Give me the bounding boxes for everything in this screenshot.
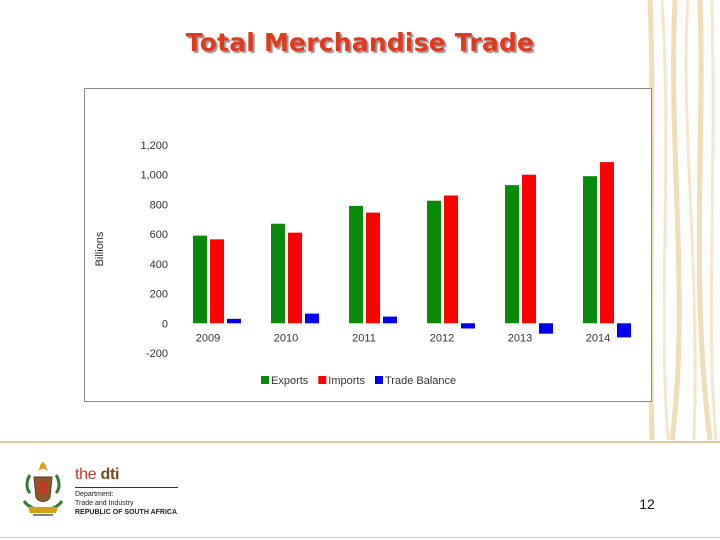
bar-chart: -200 0 200 400 600 800 1,000 1,200 Billions 2009 2…	[94, 140, 631, 387]
y-tick-label: 200	[150, 289, 168, 301]
legend-swatch	[318, 376, 327, 384]
y-tick-label: -200	[146, 348, 168, 360]
bottom-divider	[0, 537, 720, 538]
legend-label: Trade Balance	[385, 375, 456, 387]
x-tick-label: 2014	[586, 332, 610, 344]
bar-trade-balance	[617, 323, 631, 338]
logo-name: dti	[100, 466, 120, 483]
legend-label: Imports	[328, 375, 365, 387]
bar-exports	[427, 200, 441, 324]
slide-title: Total Merchandise Trade	[185, 28, 535, 57]
y-tick-label: 600	[150, 229, 168, 241]
bar-imports	[366, 212, 380, 324]
footer-divider	[0, 441, 720, 443]
bar-imports	[444, 195, 458, 324]
bar-exports	[349, 205, 363, 324]
x-tick-label: 2010	[274, 332, 298, 344]
coat-of-arms-icon	[22, 461, 64, 516]
bar-trade-balance	[383, 316, 397, 324]
chart-frame: -200 0 200 400 600 800 1,000 1,200 Billions 2009 2…	[84, 88, 652, 402]
logo-rule	[75, 487, 178, 488]
x-tick-label: 2012	[430, 332, 454, 344]
department-line: Department:	[75, 491, 114, 498]
bar-exports	[193, 235, 207, 324]
legend-swatch	[261, 376, 269, 384]
y-axis-label: Billions	[94, 231, 106, 266]
x-tick-label: 2009	[196, 332, 220, 344]
x-tick-label: 2011	[352, 332, 376, 344]
logo-prefix: the	[75, 466, 97, 483]
bar-trade-balance	[305, 313, 319, 324]
page-number: 12	[639, 496, 655, 512]
country-name: REPUBLIC OF SOUTH AFRICA	[75, 509, 178, 516]
department-line: Trade and Industry	[75, 500, 134, 507]
bar-exports	[505, 185, 519, 324]
x-tick-label: 2013	[508, 332, 532, 344]
bar-trade-balance	[461, 323, 475, 329]
y-tick-label: 1,200	[140, 140, 168, 152]
bar-imports	[288, 232, 302, 324]
y-tick-label: 0	[162, 318, 168, 330]
bar-trade-balance	[227, 318, 241, 324]
bar-exports	[271, 223, 285, 324]
bar-imports	[210, 239, 224, 324]
dti-logo: the dti	[75, 466, 119, 484]
y-tick-label: 800	[150, 199, 168, 211]
department-text: Department: Trade and Industry REPUBLIC …	[75, 490, 177, 517]
y-tick-label: 1,000	[140, 170, 168, 182]
bar-trade-balance	[539, 323, 553, 334]
bar-exports	[583, 176, 597, 324]
y-tick-label: 400	[150, 259, 168, 271]
bar-imports	[600, 162, 614, 324]
bar-imports	[522, 174, 536, 324]
legend-swatch	[374, 376, 383, 384]
legend-label: Exports	[271, 375, 309, 387]
